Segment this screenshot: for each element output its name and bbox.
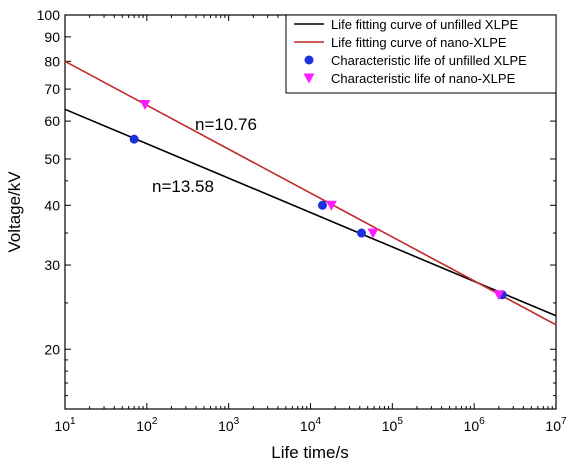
fit-lines (64, 60, 557, 326)
legend-label: Life fitting curve of unfilled XLPE (331, 17, 518, 32)
y-tick-label: 60 (44, 113, 60, 129)
data-points (129, 99, 507, 301)
x-tick-label: 104 (300, 416, 322, 434)
y-tick-label: 100 (37, 7, 61, 23)
x-tick-label: 105 (382, 416, 404, 434)
y-tick-label: 90 (44, 29, 60, 45)
annotation-n-unfilled: n=13.58 (152, 177, 214, 196)
point-2 (129, 134, 139, 144)
x-tick-label: 107 (545, 416, 567, 434)
y-tick-labels: 20 30 40 50 60 70 80 90 100 (37, 7, 61, 357)
x-tick-label: 103 (218, 416, 240, 434)
annotation-n-nano: n=10.76 (195, 115, 257, 134)
legend: Life fitting curve of unfilled XLPE Life … (285, 14, 557, 94)
legend-label: Life fitting curve of nano-XLPE (331, 35, 507, 50)
x-tick-label: 101 (54, 416, 76, 434)
point-2 (357, 228, 367, 238)
y-tick-label: 80 (44, 53, 60, 69)
point-2 (317, 200, 327, 210)
y-tick-label: 70 (44, 81, 60, 97)
x-tick-labels: 101 102 103 104 105 106 107 (54, 416, 567, 434)
legend-box (285, 14, 557, 94)
y-tick-label: 20 (44, 341, 60, 357)
point-3 (493, 290, 505, 301)
y-tick-label: 40 (44, 197, 60, 213)
x-tick-label: 102 (136, 416, 158, 434)
point-3 (139, 99, 151, 110)
y-tick-label: 50 (44, 151, 60, 167)
fit-line-1 (64, 60, 557, 326)
legend-label: Characteristic life of unfilled XLPE (331, 53, 527, 68)
x-axis-title: Life time/s (271, 443, 348, 462)
legend-label: Characteristic life of nano-XLPE (331, 71, 516, 86)
y-tick-label: 30 (44, 257, 60, 273)
point-3 (325, 200, 337, 211)
y-axis-title: Voltage/kV (5, 171, 24, 253)
point-3 (367, 228, 379, 239)
legend-swatch-circle (304, 55, 314, 65)
legend-swatch-triangle (303, 73, 315, 84)
x-tick-label: 106 (464, 416, 486, 434)
